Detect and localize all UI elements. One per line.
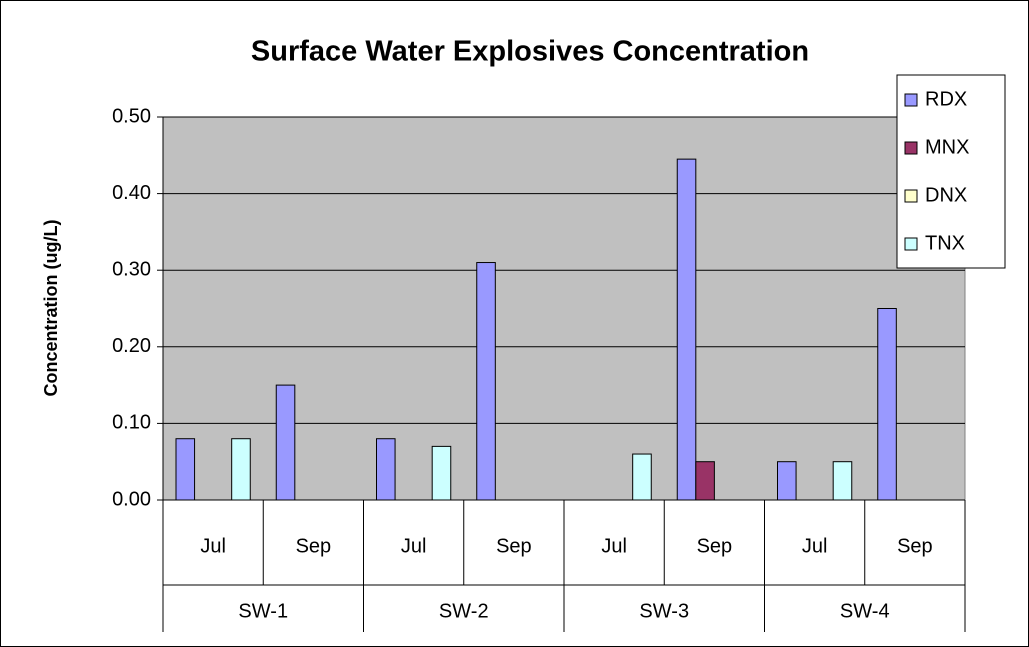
x-group-label: SW-3 (639, 600, 689, 622)
y-tick-label: 0.20 (112, 335, 151, 357)
x-tick-label: Jul (200, 535, 226, 557)
legend-swatch (904, 93, 918, 107)
legend-label: RDX (925, 88, 967, 110)
bar (231, 438, 251, 501)
legend-swatch (904, 141, 918, 155)
bar (376, 438, 396, 501)
y-tick-label: 0.30 (112, 258, 151, 280)
bar (695, 461, 715, 501)
y-axis-label: Concentration (ug/L) (41, 220, 61, 397)
x-group-label: SW-1 (238, 600, 288, 622)
bar (275, 384, 296, 501)
legend-label: TNX (925, 232, 965, 254)
legend-swatch (904, 189, 918, 203)
bar (676, 158, 697, 501)
bar (632, 453, 652, 501)
x-group-label: SW-2 (439, 600, 489, 622)
x-group-label: SW-4 (840, 600, 890, 622)
y-tick-label: 0.00 (112, 488, 151, 510)
bar (175, 438, 196, 501)
chart-title: Surface Water Explosives Concentration (251, 36, 809, 68)
bar (832, 461, 853, 501)
x-tick-label: Sep (697, 535, 733, 557)
x-tick-label: Sep (296, 535, 332, 557)
x-tick-label: Jul (601, 535, 627, 557)
bar (777, 461, 797, 501)
x-tick-label: Jul (401, 535, 427, 557)
x-tick-label: Jul (802, 535, 828, 557)
legend-label: DNX (925, 184, 967, 206)
bar (476, 262, 496, 501)
legend-swatch (904, 237, 918, 251)
legend-label: MNX (925, 136, 969, 158)
y-tick-label: 0.50 (112, 105, 151, 127)
y-tick-label: 0.10 (112, 412, 151, 434)
bar (877, 308, 897, 501)
x-tick-label: Sep (496, 535, 532, 557)
legend-box (896, 74, 1006, 269)
y-tick-label: 0.40 (112, 182, 151, 204)
bar (431, 445, 452, 501)
plot-area (162, 116, 966, 501)
x-tick-label: Sep (897, 535, 933, 557)
